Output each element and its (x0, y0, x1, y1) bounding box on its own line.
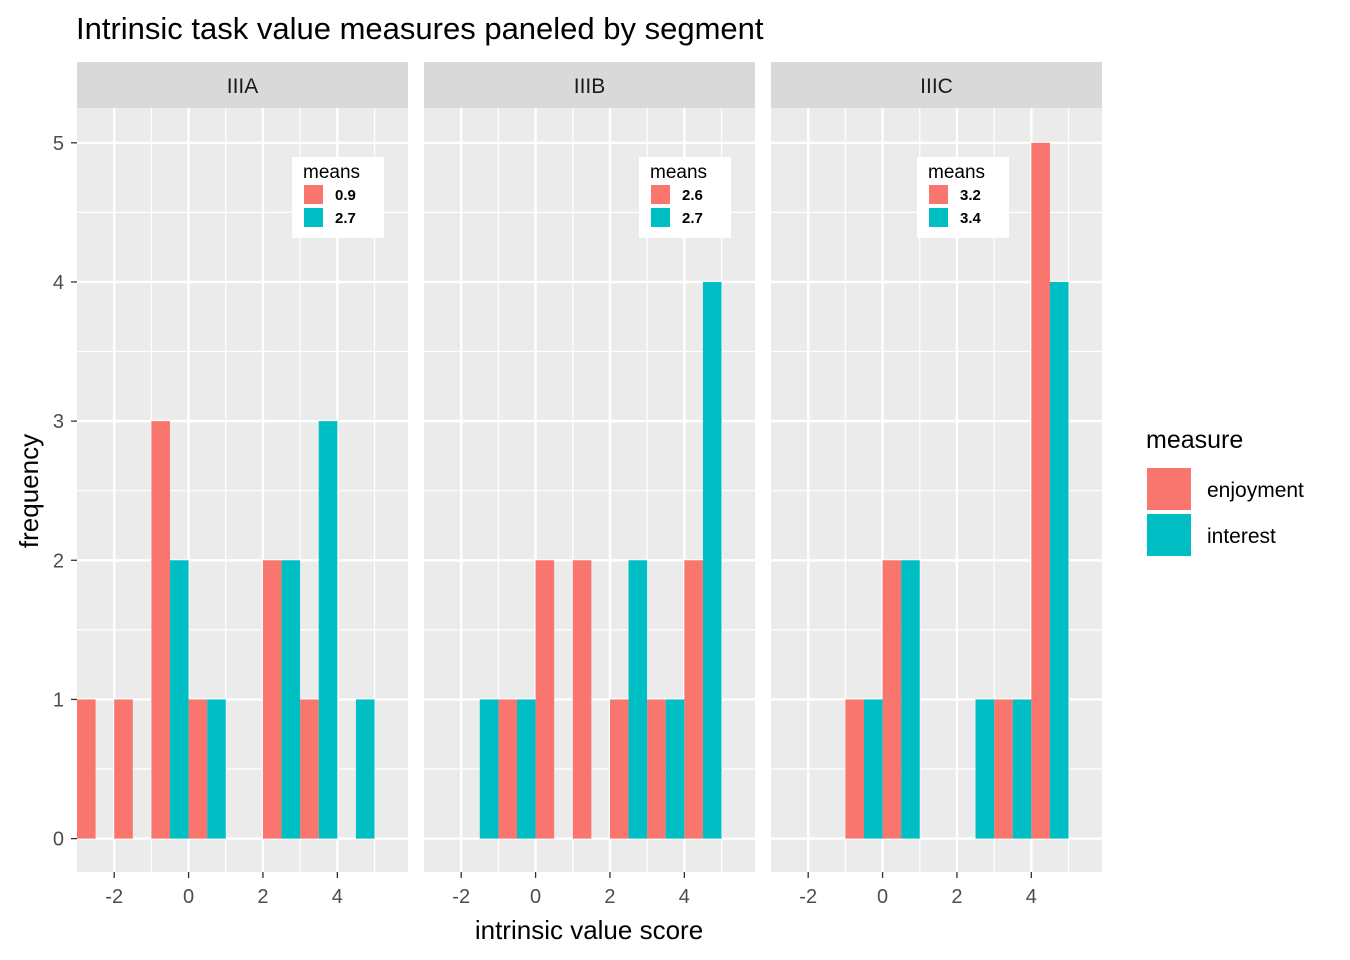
bar-enjoyment (77, 699, 96, 839)
x-tick-label: -2 (105, 886, 123, 908)
bar-enjoyment (535, 560, 555, 839)
y-tick-label: 5 (53, 133, 64, 155)
means-swatch-enjoyment (304, 185, 323, 204)
means-legend: means 3.2 3.4 (917, 157, 1009, 238)
panels-group: IIIA -2 0 2 4 0 1 2 3 4 5 means 0.9 2.7 IIIB -2 0 2 4 means… (53, 62, 1102, 908)
bar-enjoyment (151, 421, 170, 839)
bar-enjoyment (1031, 142, 1050, 839)
x-tick-label: 4 (679, 886, 690, 908)
means-legend: means 0.9 2.7 (292, 157, 384, 238)
panel-iiia: IIIA -2 0 2 4 0 1 2 3 4 5 means 0.9 2.7 (53, 62, 408, 908)
means-value-interest: 3.4 (960, 210, 982, 227)
x-tick-label: 0 (530, 886, 541, 908)
x-tick-label: -2 (799, 886, 817, 908)
means-swatch-enjoyment (929, 185, 948, 204)
y-tick-label: 4 (53, 272, 64, 294)
y-axis-label: frequency (14, 434, 44, 548)
bar-enjoyment (647, 699, 666, 839)
bar-interest (901, 560, 920, 839)
y-tick-label: 2 (53, 550, 64, 572)
bar-interest (702, 281, 722, 839)
bar-enjoyment (262, 560, 282, 839)
means-value-enjoyment: 2.6 (682, 187, 703, 204)
bars (479, 281, 722, 839)
x-tick-label: 4 (332, 886, 343, 908)
bar-interest (355, 699, 375, 839)
x-tick-label: -2 (452, 886, 470, 908)
bar-interest (207, 699, 226, 839)
panel-iiic: IIIC -2 0 2 4 means 3.2 3.4 (771, 62, 1102, 908)
bars (845, 142, 1069, 839)
bar-interest (1049, 281, 1069, 839)
panel-strip (424, 62, 755, 108)
panel-strip (77, 62, 408, 108)
means-swatch-interest (304, 208, 323, 227)
means-legend-title: means (650, 162, 707, 183)
bar-interest (665, 699, 685, 839)
legend-swatch-enjoyment (1147, 468, 1191, 510)
legend-title: measure (1146, 426, 1243, 454)
bar-interest (318, 421, 338, 839)
bar-enjoyment (498, 699, 517, 839)
x-tick-label: 0 (183, 886, 194, 908)
bar-enjoyment (300, 699, 319, 839)
x-axis-label: intrinsic value score (475, 915, 703, 945)
x-tick-label: 4 (1026, 886, 1037, 908)
x-tick-label: 2 (604, 886, 615, 908)
means-legend-title: means (303, 162, 360, 183)
legend: measure enjoyment interest (1146, 426, 1304, 556)
means-swatch-enjoyment (651, 185, 670, 204)
bar-enjoyment (114, 699, 133, 839)
bar-interest (1012, 699, 1032, 839)
x-tick-label: 0 (877, 886, 888, 908)
means-value-interest: 2.7 (335, 210, 356, 227)
means-legend-title: means (928, 162, 985, 183)
means-swatch-interest (651, 208, 670, 227)
bar-enjoyment (609, 699, 629, 839)
means-swatch-interest (929, 208, 948, 227)
means-value-enjoyment: 0.9 (335, 187, 356, 204)
chart-title: Intrinsic task value measures paneled by… (76, 11, 764, 46)
bar-interest (169, 560, 189, 839)
means-value-enjoyment: 3.2 (960, 187, 981, 204)
bar-enjoyment (882, 560, 902, 839)
y-tick-label: 3 (53, 411, 64, 433)
y-tick-label: 1 (53, 689, 64, 711)
bar-enjoyment (188, 699, 208, 839)
x-tick-label: 2 (257, 886, 268, 908)
x-tick-label: 2 (951, 886, 962, 908)
panel-strip (771, 62, 1102, 108)
bar-interest (479, 699, 499, 839)
legend-entries: enjoyment interest (1147, 468, 1304, 556)
bar-enjoyment (572, 560, 592, 839)
y-tick-label: 0 (53, 829, 64, 851)
bar-enjoyment (684, 560, 703, 839)
bar-interest (628, 560, 648, 839)
means-legend: means 2.6 2.7 (639, 157, 731, 238)
bars (77, 421, 375, 839)
panel-strip-label: IIIA (227, 75, 259, 98)
panel-strip-label: IIIC (920, 75, 953, 98)
bar-enjoyment (994, 699, 1013, 839)
bar-interest (863, 699, 883, 839)
bar-enjoyment (845, 699, 864, 839)
means-value-interest: 2.7 (682, 210, 703, 227)
legend-label-interest: interest (1207, 525, 1276, 548)
legend-swatch-interest (1147, 514, 1191, 556)
panel-strip-label: IIIB (574, 75, 606, 98)
bar-interest (975, 699, 995, 839)
bar-interest (516, 699, 536, 839)
panel-iiib: IIIB -2 0 2 4 means 2.6 2.7 (424, 62, 755, 908)
legend-label-enjoyment: enjoyment (1207, 479, 1304, 502)
bar-interest (281, 560, 301, 839)
